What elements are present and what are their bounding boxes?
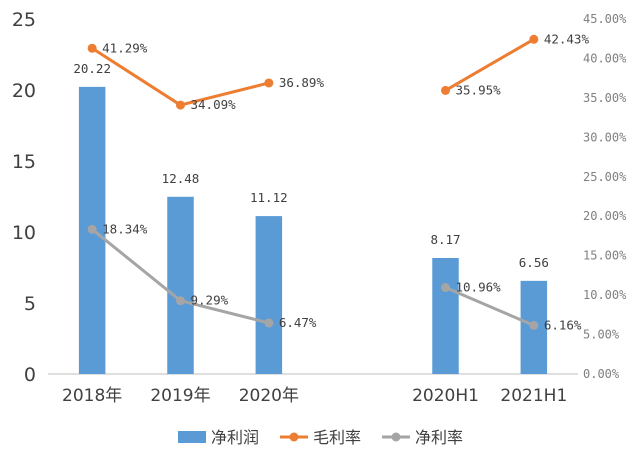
left-axis-tick-label: 10	[12, 222, 36, 244]
bar-series	[78, 86, 548, 374]
right-axis-tick-label: 45.00%	[583, 12, 627, 26]
category-axis: 2018年 2019年 2020年 2020H1 2021H1	[62, 386, 567, 406]
left-axis-tick-label: 25	[12, 9, 36, 31]
series-line	[90, 46, 271, 107]
legend-swatch	[178, 431, 206, 443]
legend-label: 净利润	[211, 428, 259, 447]
point-value-label: 42.43%	[544, 31, 590, 46]
bar-value-label: 20.22	[73, 61, 111, 76]
bar	[167, 196, 194, 374]
series-point	[264, 318, 274, 328]
point-value-label: 6.47%	[279, 315, 317, 330]
point-value-label: 36.89%	[279, 75, 325, 90]
legend-swatch-marker	[391, 432, 401, 442]
legend-label: 毛利率	[313, 428, 361, 447]
left-axis-tick-label: 0	[24, 364, 36, 386]
right-axis-tick-label: 0.00%	[583, 367, 620, 381]
series-point	[264, 78, 274, 88]
right-axis-tick-label: 35.00%	[583, 91, 627, 105]
series-point	[529, 34, 539, 44]
category-label: 2020H1	[412, 386, 479, 406]
right-axis-tick-label: 10.00%	[583, 288, 627, 302]
series-point	[176, 296, 185, 306]
data-labels: 20.22 12.48 11.12 8.17 6.56 41.29% 34.09% 36.89…	[73, 31, 589, 332]
point-value-label: 35.95%	[456, 82, 502, 97]
bar	[255, 216, 283, 374]
legend-swatch-marker	[289, 432, 299, 442]
series-point	[87, 224, 97, 234]
series-point	[529, 320, 539, 330]
right-axis-tick-label: 15.00%	[583, 249, 627, 263]
category-label: 2018年	[62, 386, 122, 406]
point-value-label: 9.29%	[191, 293, 229, 308]
bar-value-label: 6.56	[519, 255, 549, 270]
series-line	[444, 37, 536, 92]
bar-value-label: 12.48	[162, 171, 200, 186]
right-axis-tick-label: 25.00%	[583, 170, 627, 184]
series-point	[441, 283, 450, 293]
right-axis-tick-label: 40.00%	[583, 51, 627, 65]
series-point	[176, 100, 185, 110]
right-axis-tick-label: 20.00%	[583, 209, 627, 223]
point-value-label: 18.34%	[102, 221, 148, 236]
left-axis-tick-label: 5	[24, 293, 36, 315]
right-axis: 0.00% 5.00% 10.00% 15.00% 20.00% 25.00% 30.00%…	[583, 12, 627, 381]
legend-label: 净利率	[415, 428, 463, 447]
series-point	[441, 85, 450, 95]
right-axis-tick-label: 5.00%	[583, 328, 620, 342]
series-line	[444, 286, 536, 327]
right-axis-tick-label: 30.00%	[583, 130, 627, 144]
bar	[432, 257, 459, 374]
point-value-label: 6.16%	[544, 317, 582, 332]
point-value-label: 10.96%	[456, 280, 502, 295]
category-label: 2019年	[150, 386, 210, 406]
point-value-label: 34.09%	[191, 97, 237, 112]
left-axis: 0 5 10 15 20 25	[12, 9, 36, 386]
point-value-label: 41.29%	[102, 40, 148, 55]
left-axis-tick-label: 15	[12, 151, 36, 173]
legend: 净利润 毛利率 净利率	[178, 428, 463, 447]
left-axis-tick-label: 20	[12, 80, 36, 102]
series-point	[87, 43, 97, 53]
line-series	[87, 34, 539, 330]
category-label: 2021H1	[500, 386, 567, 406]
bar-value-label: 11.12	[250, 190, 288, 205]
bar-value-label: 8.17	[430, 232, 460, 247]
category-label: 2020年	[239, 386, 299, 406]
